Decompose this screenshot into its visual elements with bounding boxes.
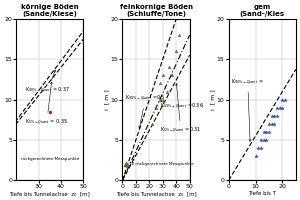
X-axis label: Tiefe bis T: Tiefe bis T xyxy=(248,191,276,196)
Point xyxy=(267,122,272,125)
Point xyxy=(259,138,263,142)
Point xyxy=(264,130,269,133)
Text: K$_{5\%-Quant}$ = 0.35: K$_{5\%-Quant}$ = 0.35 xyxy=(25,82,68,127)
Text: rückgerechnete Messpunkte: rückgerechnete Messpunkte xyxy=(21,157,79,161)
Point xyxy=(277,106,282,109)
Point xyxy=(283,98,287,101)
Point xyxy=(170,74,175,77)
Y-axis label: i  [ m ]: i [ m ] xyxy=(104,89,109,110)
Title: feinkornige Böden
(Schluffe/Tone): feinkornige Böden (Schluffe/Tone) xyxy=(119,4,193,17)
Point xyxy=(159,98,164,101)
Title: körnige Böden
(Sande/Kiese): körnige Böden (Sande/Kiese) xyxy=(21,4,79,17)
Point xyxy=(280,98,285,101)
Point xyxy=(160,74,165,77)
X-axis label: Tiefe bis Tunnelachse  z₀  [m]: Tiefe bis Tunnelachse z₀ [m] xyxy=(116,191,196,196)
Point xyxy=(269,122,274,125)
Point xyxy=(167,66,172,69)
Point xyxy=(264,138,269,142)
Point xyxy=(256,146,261,150)
Point xyxy=(261,130,266,133)
Point xyxy=(267,130,272,133)
Point xyxy=(150,122,154,125)
X-axis label: Tiefe bis Tunnelachse  z₀  [m]: Tiefe bis Tunnelachse z₀ [m] xyxy=(9,191,90,196)
Point xyxy=(274,114,279,117)
Point xyxy=(124,163,129,166)
Point xyxy=(261,138,266,142)
Y-axis label: i  [ m ]: i [ m ] xyxy=(210,89,215,110)
Title: gem
(Sand-/Kies: gem (Sand-/Kies xyxy=(240,4,285,17)
Text: K$_{5\%-Quant}$ =0.31: K$_{5\%-Quant}$ =0.31 xyxy=(160,84,202,135)
Text: 18 rückgerechnete Messpunkte: 18 rückgerechnete Messpunkte xyxy=(129,162,194,166)
Point xyxy=(272,114,277,117)
Point xyxy=(272,122,277,125)
Point xyxy=(174,50,178,53)
Text: K$_{50\%-Quant}$ =0.36: K$_{50\%-Quant}$ =0.36 xyxy=(160,102,204,111)
Point xyxy=(47,110,52,113)
Point xyxy=(158,98,162,101)
Point xyxy=(280,106,285,109)
Point xyxy=(253,154,258,158)
Text: K$_{90\%-Quant}$ =: K$_{90\%-Quant}$ = xyxy=(231,78,264,141)
Point xyxy=(269,114,274,117)
Point xyxy=(164,90,169,93)
Point xyxy=(259,146,263,150)
Point xyxy=(154,106,158,109)
Point xyxy=(274,106,279,109)
Text: K$_{90\%-Quant}$ = 0.37: K$_{90\%-Quant}$ = 0.37 xyxy=(25,70,70,95)
Point xyxy=(160,98,165,101)
Text: K$_{90\%-Quant}$ =0.5: K$_{90\%-Quant}$ =0.5 xyxy=(125,94,166,129)
Point xyxy=(176,33,181,37)
Point xyxy=(158,82,162,85)
